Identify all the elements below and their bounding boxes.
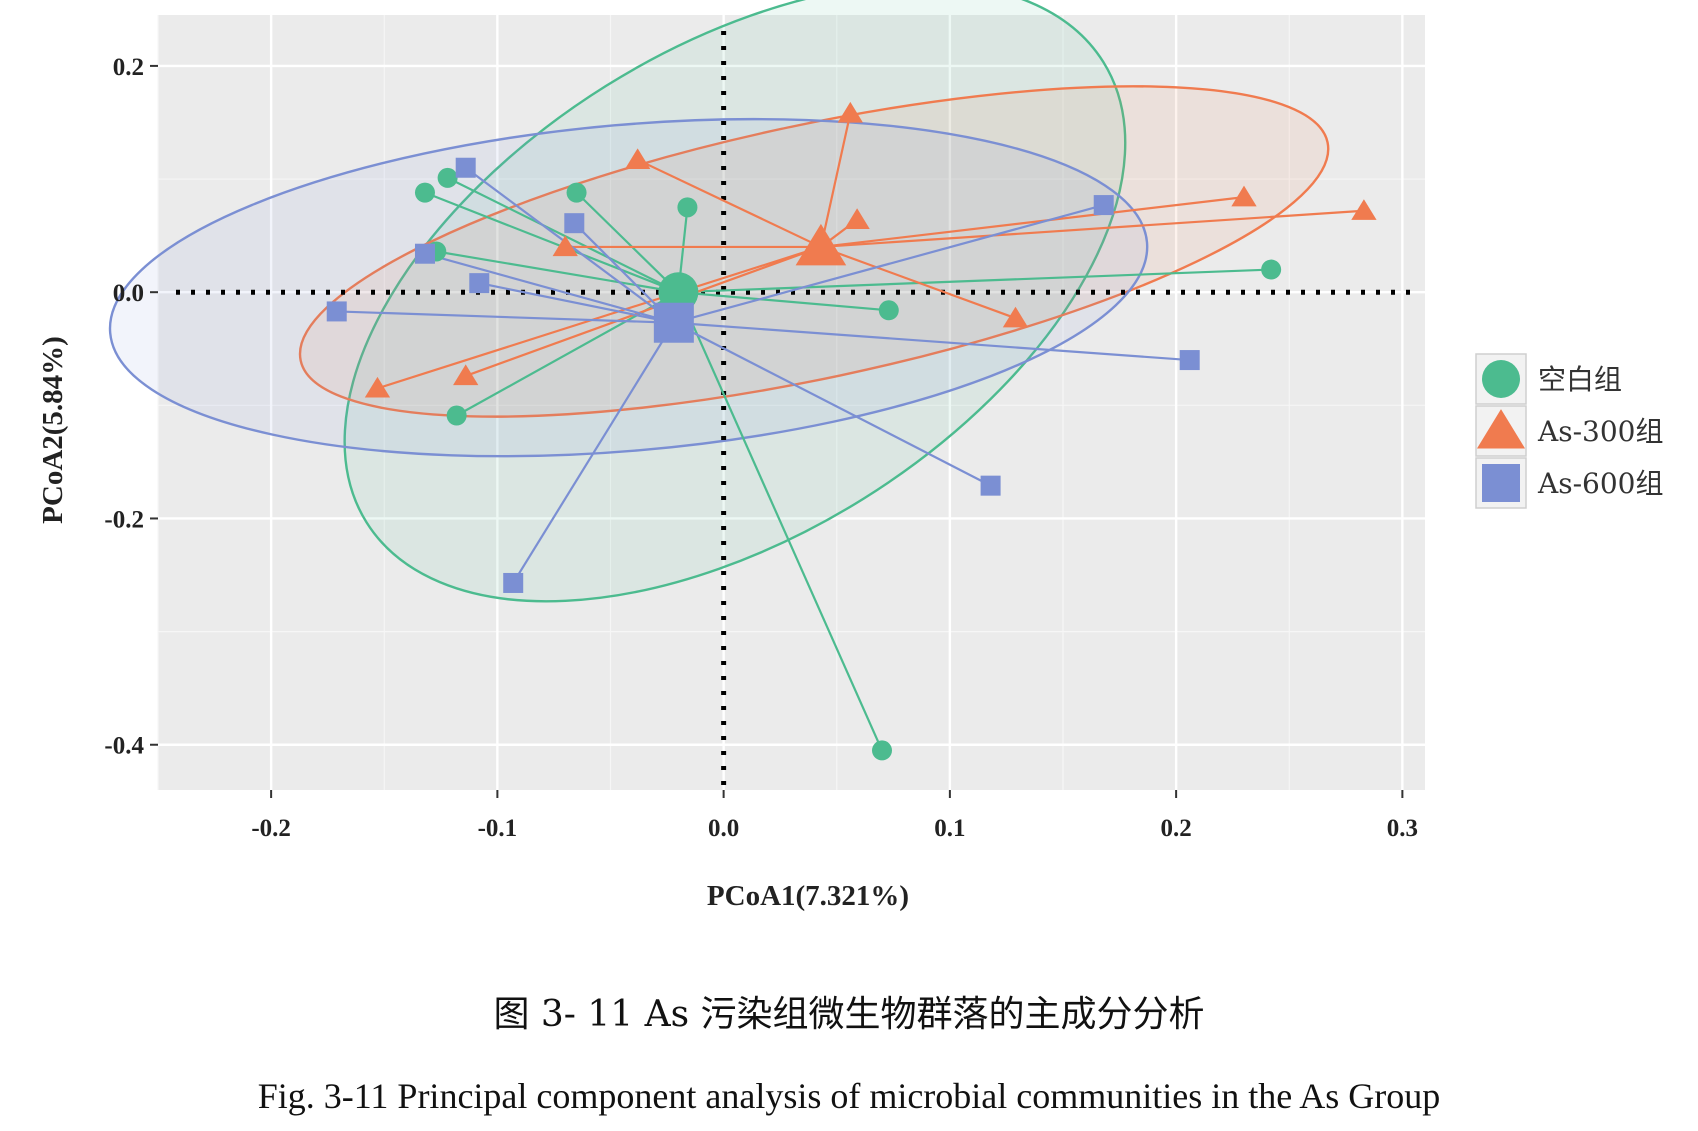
point-series-3	[564, 213, 585, 234]
y-axis-title: PCoA2(5.84%)	[37, 336, 69, 524]
x-axis-title: PCoA1(7.321%)	[707, 880, 909, 912]
point-series-2	[625, 148, 651, 170]
point-series-3	[1093, 195, 1114, 216]
legend: 空白组 As-300组 As-600组	[1475, 353, 1664, 509]
point-series-3	[469, 273, 490, 294]
point-series-1	[872, 740, 892, 761]
legend-label-3: As-600组	[1537, 467, 1664, 500]
point-series-1	[446, 405, 467, 426]
x-tick-label: -0.2	[251, 815, 291, 842]
spoke-series-3	[512, 322, 675, 584]
figure-caption-chinese: 图 3- 11 As 污染组微生物群落的主成分分析	[493, 994, 1205, 1035]
x-tick-label: 0.0	[708, 815, 739, 842]
legend-label-1: 空白组	[1538, 363, 1622, 396]
point-series-2	[837, 101, 863, 123]
spoke-series-3	[424, 252, 675, 324]
point-series-3	[414, 243, 435, 264]
point-series-3	[503, 572, 524, 593]
centroid-series-3	[653, 302, 694, 343]
spoke-series-3	[673, 321, 992, 487]
point-series-3	[1179, 350, 1200, 371]
point-series-1	[878, 300, 899, 321]
point-series-2	[552, 235, 578, 257]
data-points	[326, 101, 1377, 761]
figure-caption-english: Fig. 3-11 Principal component analysis o…	[257, 1076, 1441, 1116]
spoke-series-3	[673, 204, 1105, 324]
y-tick-label: -0.2	[104, 506, 144, 533]
spoke-series-2	[465, 245, 822, 377]
spoke-series-2	[637, 158, 822, 248]
reference-lines	[176, 31, 1415, 790]
plot-panel	[158, 15, 1425, 790]
group-centroids	[653, 223, 847, 343]
point-series-2	[364, 376, 391, 398]
x-tick-label: 0.3	[1387, 815, 1418, 842]
spoke-series-2	[377, 245, 822, 390]
pcoa-chart: -0.2 -0.1 0.0 0.1 0.2 0.3 0.2 0.0 -0.2 -0.4 PCoA…	[37, 0, 1664, 912]
centroid-series-1	[658, 272, 699, 313]
legend-marker-3	[1482, 464, 1520, 502]
spoke-series-1	[678, 291, 889, 312]
spoke-series-3	[673, 321, 1190, 362]
point-series-2	[453, 364, 479, 386]
legend-label-2: As-300组	[1537, 415, 1664, 448]
point-series-2	[844, 208, 870, 229]
spoke-series-1	[678, 268, 1272, 294]
point-series-1	[566, 182, 587, 203]
spoke-series-1	[424, 191, 679, 294]
x-tick-label: 0.2	[1161, 815, 1192, 842]
ellipse-series-3	[108, 117, 1149, 458]
spoke-series-3	[479, 282, 675, 324]
point-series-2	[1351, 199, 1377, 220]
point-series-2	[1002, 306, 1029, 328]
spoke-series-3	[336, 310, 674, 324]
x-tick-label: 0.1	[934, 815, 965, 842]
spoke-series-2	[819, 113, 852, 248]
y-axis-ticks: 0.2 0.0 -0.2 -0.4	[104, 54, 158, 760]
point-series-1	[1261, 259, 1282, 280]
point-series-3	[980, 475, 1001, 496]
point-series-1	[677, 197, 698, 218]
point-series-3	[326, 301, 347, 322]
y-tick-label: -0.4	[104, 733, 144, 760]
x-tick-label: -0.1	[478, 815, 518, 842]
centroid-series-2	[795, 223, 847, 266]
spoke-series-1	[447, 176, 679, 294]
point-series-1	[437, 167, 458, 188]
spoke-series-2	[820, 196, 1245, 249]
centroid-spokes	[336, 113, 1364, 751]
spoke-series-2	[820, 245, 1016, 320]
legend-marker-2	[1476, 409, 1526, 449]
point-series-3	[455, 157, 476, 178]
spoke-series-2	[820, 209, 1364, 249]
spoke-series-1	[575, 191, 680, 293]
y-tick-label: 0.2	[113, 54, 144, 81]
spoke-series-1	[677, 291, 884, 751]
point-series-2	[1231, 185, 1257, 207]
x-axis-ticks: -0.2 -0.1 0.0 0.1 0.2 0.3	[251, 790, 1418, 842]
y-tick-label: 0.0	[113, 280, 144, 307]
legend-marker-1	[1482, 360, 1520, 398]
point-series-1	[414, 182, 435, 203]
